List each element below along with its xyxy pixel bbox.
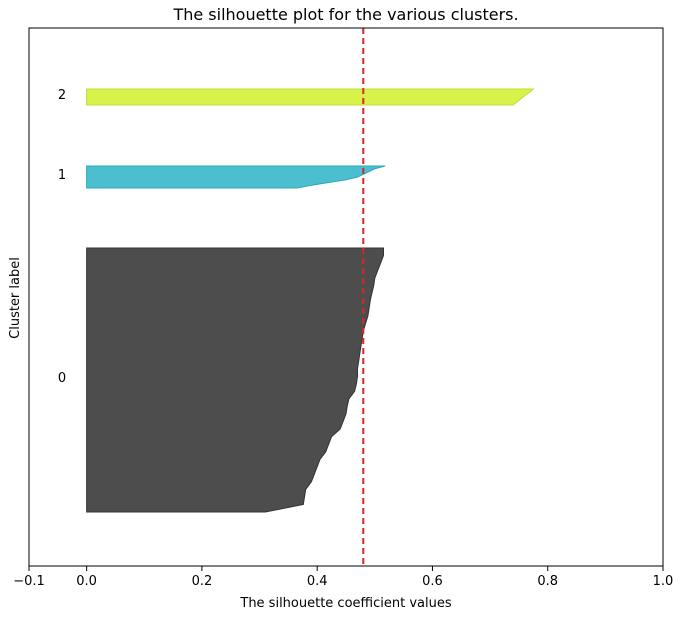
silhouette-cluster-0 xyxy=(86,247,384,513)
silhouette-cluster-1 xyxy=(86,165,386,189)
x-tick-label: 0.2 xyxy=(192,574,213,589)
cluster-label-2: 2 xyxy=(58,88,66,103)
x-tick-label: 0.4 xyxy=(307,574,328,589)
plot-frame xyxy=(28,27,664,567)
x-tick-label: 0.0 xyxy=(76,574,97,589)
silhouette-cluster-2 xyxy=(86,88,535,106)
plot-area: 0 1 2 −0.1 0.0 0.2 0.4 0.6 0.8 1.0 xyxy=(13,27,674,589)
x-tick-label: 0.8 xyxy=(537,574,558,589)
x-tick-label: 1.0 xyxy=(653,574,674,589)
x-tick-label: −0.1 xyxy=(13,574,45,589)
x-axis-label: The silhouette coefficient values xyxy=(239,596,451,611)
cluster-label-0: 0 xyxy=(58,371,66,386)
cluster-label-1: 1 xyxy=(58,168,66,183)
chart-title: The silhouette plot for the various clus… xyxy=(172,5,518,24)
x-tick-label: 0.6 xyxy=(422,574,443,589)
y-axis-label: Cluster label xyxy=(8,257,23,339)
